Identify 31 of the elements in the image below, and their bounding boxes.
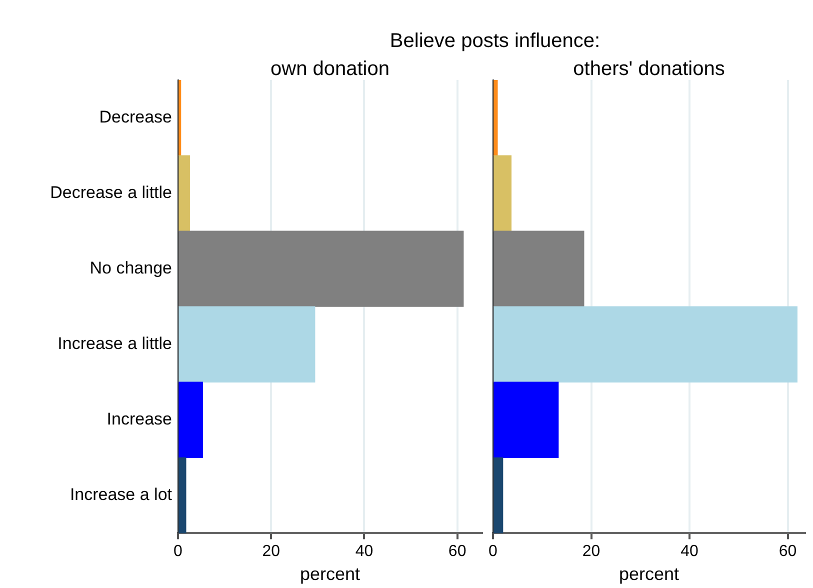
- y-tick-label: Increase a little: [58, 334, 172, 354]
- x-axis-title: percent: [300, 564, 360, 584]
- bar: [178, 457, 186, 534]
- chart-subtitle: own donation: [270, 58, 390, 81]
- x-axis-title: percent: [618, 564, 680, 584]
- bar: [178, 306, 316, 382]
- x-tick-label: 20: [582, 543, 600, 560]
- chart-subtitle: others' donations: [573, 58, 725, 81]
- bar: [494, 80, 498, 156]
- bar: [178, 230, 464, 307]
- bar: [178, 155, 190, 232]
- bar: [494, 230, 584, 307]
- bar: [178, 382, 204, 458]
- x-tick-label: 60: [778, 543, 797, 560]
- bar: [178, 80, 182, 156]
- x-tick-label: 60: [448, 543, 466, 560]
- x-tick-label: 40: [355, 543, 374, 560]
- y-tick-label: No change: [90, 258, 172, 278]
- x-tick-label: 20: [262, 543, 280, 560]
- x-tick-label: 0: [174, 543, 183, 560]
- bar: [494, 457, 504, 534]
- x-tick-label: 40: [680, 543, 699, 560]
- y-tick-label: Decrease: [99, 107, 172, 126]
- bar: [494, 306, 798, 382]
- y-tick-label: Decrease a little: [50, 182, 172, 202]
- chart-title: Believe posts influence:: [390, 30, 600, 53]
- y-tick-label: Increase: [106, 410, 172, 429]
- bar: [494, 382, 559, 458]
- y-tick-label: Increase a lot: [70, 485, 172, 504]
- bar: [494, 155, 512, 232]
- x-tick-label: 0: [488, 543, 498, 560]
